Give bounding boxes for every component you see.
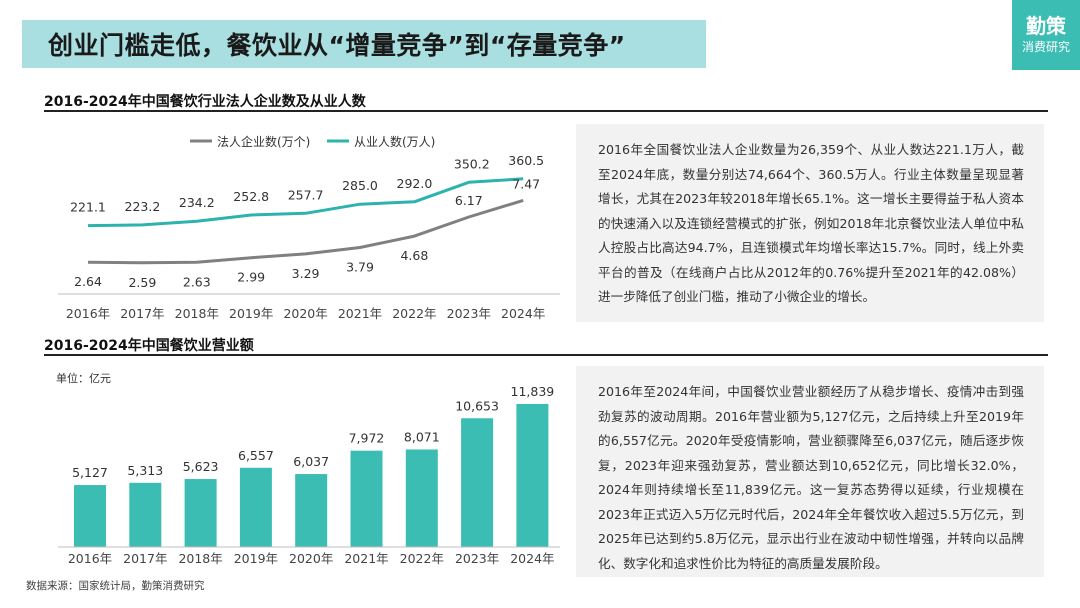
data-label-enterprises: 2.99	[237, 270, 265, 285]
data-label-employees: 292.0	[397, 176, 433, 191]
series-line-enterprises	[87, 198, 524, 265]
x-tick-label: 2019年	[234, 551, 278, 566]
x-tick-label: 2024年	[501, 306, 545, 321]
data-label-enterprises: 2.64	[74, 274, 102, 289]
section2-divider	[44, 354, 1048, 356]
data-label-enterprises: 2.59	[128, 275, 156, 290]
data-label-bar: 6,037	[293, 454, 329, 469]
bar	[74, 485, 106, 547]
data-label-employees: 252.8	[233, 189, 269, 204]
legend-label-enterprises: 法人企业数(万个)	[217, 134, 310, 149]
x-tick-label: 2021年	[338, 306, 382, 321]
data-label-enterprises: 6.17	[455, 193, 483, 208]
section1-description-box: 2016年全国餐饮业法人企业数量为26,359个、从业人数达221.1万人，截至…	[576, 124, 1044, 322]
legend-label-employees: 从业人数(万人)	[354, 134, 435, 149]
source-note: 数据来源：国家统计局，勤策消费研究	[26, 580, 205, 592]
bar-chart: 单位：亿元 5,127 5,313 5,623 6,557 6,037 7,972 8,071…	[56, 371, 560, 566]
section1-heading: 2016-2024年中国餐饮行业法人企业数及从业人数	[44, 94, 366, 110]
x-tick-label: 2023年	[447, 306, 491, 321]
data-label-enterprises: 3.79	[346, 259, 374, 274]
bar	[350, 450, 383, 547]
data-label-bar: 10,653	[455, 398, 499, 413]
x-tick-label: 2017年	[123, 551, 167, 566]
data-label-bar: 8,071	[404, 429, 440, 444]
section2-description-box: 2016年至2024年间，中国餐饮业营业额经历了从稳步增长、疫情冲击到强劲复苏的…	[576, 366, 1044, 577]
data-label-bar: 5,127	[72, 465, 108, 480]
data-label-bar: 7,972	[349, 431, 385, 446]
x-tick-label: 2018年	[175, 306, 219, 321]
x-tick-label: 2018年	[178, 551, 222, 566]
brand-subtitle: 消费研究	[1021, 40, 1070, 54]
data-label-employees: 360.5	[508, 153, 544, 168]
brand-logo: 勤策 消费研究	[1012, 0, 1080, 70]
page-title: 创业门槛走低，餐饮业从“增量竞争”到“存量竞争”	[48, 31, 626, 60]
data-label-bar: 5,623	[183, 459, 219, 474]
data-label-enterprises: 2.63	[183, 274, 211, 289]
bar	[461, 418, 494, 547]
x-tick-label: 2016年	[68, 551, 112, 566]
data-label-enterprises: 4.68	[400, 248, 428, 263]
series-line-employees	[87, 177, 524, 228]
bar	[295, 474, 328, 547]
bar	[239, 467, 272, 547]
bar	[129, 482, 162, 547]
line-chart: 法人企业数(万个) 从业人数(万人) 221.1 223.2 234.2 252.8 257…	[58, 134, 560, 321]
brand-name: 勤策	[1026, 14, 1066, 38]
bar	[405, 449, 438, 547]
data-label-employees: 221.1	[70, 200, 106, 215]
x-tick-label: 2022年	[392, 306, 436, 321]
data-label-employees: 257.7	[288, 187, 324, 202]
x-tick-label: 2017年	[120, 306, 164, 321]
x-tick-label: 2021年	[344, 551, 388, 566]
unit-label: 单位：亿元	[56, 371, 111, 385]
section2-description: 2016年至2024年间，中国餐饮业营业额经历了从稳步增长、疫情冲击到强劲复苏的…	[598, 384, 1024, 571]
data-label-employees: 223.2	[125, 199, 161, 214]
x-tick-label: 2019年	[229, 306, 273, 321]
section1-description: 2016年全国餐饮业法人企业数量为26,359个、从业人数达221.1万人，截至…	[598, 142, 1024, 304]
x-tick-label: 2024年	[510, 551, 554, 566]
data-label-employees: 234.2	[179, 195, 215, 210]
data-label-bar: 5,313	[127, 463, 163, 478]
chart-legend: 法人企业数(万个) 从业人数(万人)	[190, 134, 435, 149]
x-tick-label: 2022年	[400, 551, 444, 566]
x-tick-label: 2016年	[66, 306, 110, 321]
data-label-bar: 6,557	[238, 448, 274, 463]
x-tick-label: 2020年	[283, 306, 327, 321]
x-tick-label: 2020年	[289, 551, 333, 566]
title-banner: 创业门槛走低，餐饮业从“增量竞争”到“存量竞争”	[22, 20, 706, 68]
data-label-employees: 350.2	[454, 156, 490, 171]
data-label-enterprises: 3.29	[292, 266, 320, 281]
bar	[516, 403, 549, 547]
data-label-enterprises: 7.47	[512, 176, 540, 191]
section2-heading: 2016-2024年中国餐饮业营业额	[44, 338, 254, 354]
section1-divider	[44, 110, 1048, 112]
data-label-employees: 285.0	[342, 178, 378, 193]
data-label-bar: 11,839	[511, 384, 555, 399]
x-tick-label: 2023年	[455, 551, 499, 566]
bar	[184, 479, 217, 547]
